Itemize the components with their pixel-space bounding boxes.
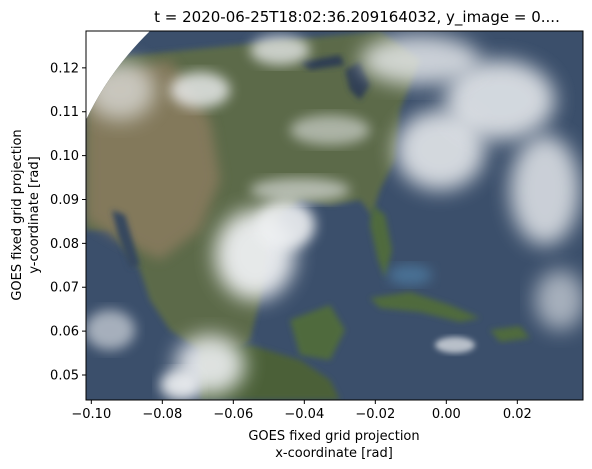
x-tick-label: −0.04 xyxy=(284,407,324,422)
x-tick-label: 0.00 xyxy=(432,407,461,422)
y-tick-label: 0.09 xyxy=(50,193,79,208)
y-axis-label-line2: y-coordinate [rad] xyxy=(27,156,42,273)
x-axis-label-line1: GOES fixed grid projection xyxy=(248,429,419,444)
y-tick-label: 0.12 xyxy=(50,61,79,76)
x-tick-label: −0.10 xyxy=(71,407,111,422)
x-axis-label-line2: x-coordinate [rad] xyxy=(275,446,393,461)
y-tick-label: 0.08 xyxy=(50,237,79,252)
x-axis-ticks: −0.10 −0.08 −0.06 −0.04 −0.02 0.00 0.02 xyxy=(71,400,532,422)
y-tick-label: 0.10 xyxy=(50,149,79,164)
chart-title: t = 2020-06-25T18:02:36.209164032, y_ima… xyxy=(154,8,560,27)
x-tick-label: −0.08 xyxy=(142,407,182,422)
x-tick-label: −0.06 xyxy=(213,407,253,422)
y-tick-label: 0.05 xyxy=(50,368,79,383)
y-tick-label: 0.11 xyxy=(50,105,79,120)
y-tick-label: 0.06 xyxy=(50,325,79,340)
satellite-image xyxy=(86,31,583,400)
x-tick-label: −0.02 xyxy=(355,407,395,422)
x-tick-label: 0.02 xyxy=(503,407,532,422)
y-axis-label-line1: GOES fixed grid projection xyxy=(10,129,25,300)
y-axis-ticks: 0.05 0.06 0.07 0.08 0.09 0.10 0.11 0.12 xyxy=(50,61,86,383)
plot-frame xyxy=(85,30,584,401)
y-tick-label: 0.07 xyxy=(50,281,79,296)
